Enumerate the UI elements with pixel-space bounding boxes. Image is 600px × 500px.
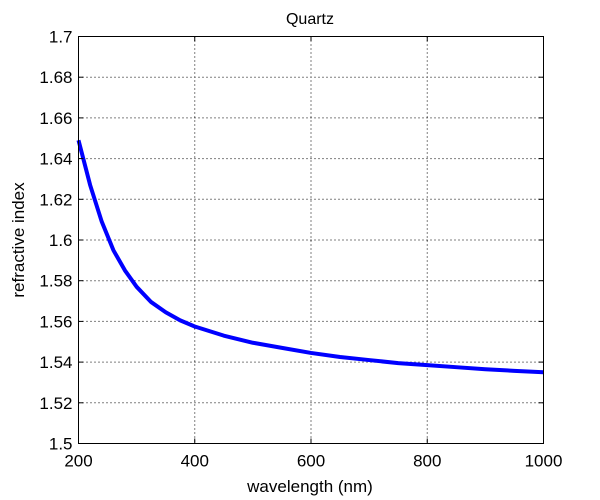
y-tick-label: 1.54: [39, 353, 72, 372]
y-tick-label: 1.52: [39, 394, 72, 413]
y-tick-label: 1.6: [49, 231, 73, 250]
x-tick-labels: 200 400 600 800 1000: [64, 452, 562, 471]
x-tick-label: 200: [64, 452, 92, 471]
x-tick-label: 600: [297, 452, 325, 471]
x-tick-label: 800: [413, 452, 441, 471]
chart-title: Quartz: [286, 11, 334, 28]
y-tick-label: 1.5: [49, 435, 73, 454]
y-tick-label: 1.58: [39, 272, 72, 291]
y-tick-label: 1.66: [39, 109, 72, 128]
x-tick-label: 1000: [525, 452, 563, 471]
y-tick-labels: 1.5 1.52 1.54 1.56 1.58 1.6 1.62 1.64 1.66 1.68 1.…: [39, 28, 72, 454]
y-tick-label: 1.64: [39, 150, 72, 169]
y-tick-label: 1.7: [49, 28, 73, 47]
series-group: [76, 139, 544, 375]
y-tick-label: 1.62: [39, 190, 72, 209]
y-axis-label: refractive index: [9, 182, 28, 298]
y-tick-label: 1.68: [39, 68, 72, 87]
x-tick-label: 400: [181, 452, 209, 471]
grid: [78, 36, 544, 444]
y-tick-label: 1.56: [39, 312, 72, 331]
series-line: [76, 139, 544, 375]
x-axis-label: wavelength (nm): [246, 477, 373, 496]
ticks: [78, 36, 544, 444]
